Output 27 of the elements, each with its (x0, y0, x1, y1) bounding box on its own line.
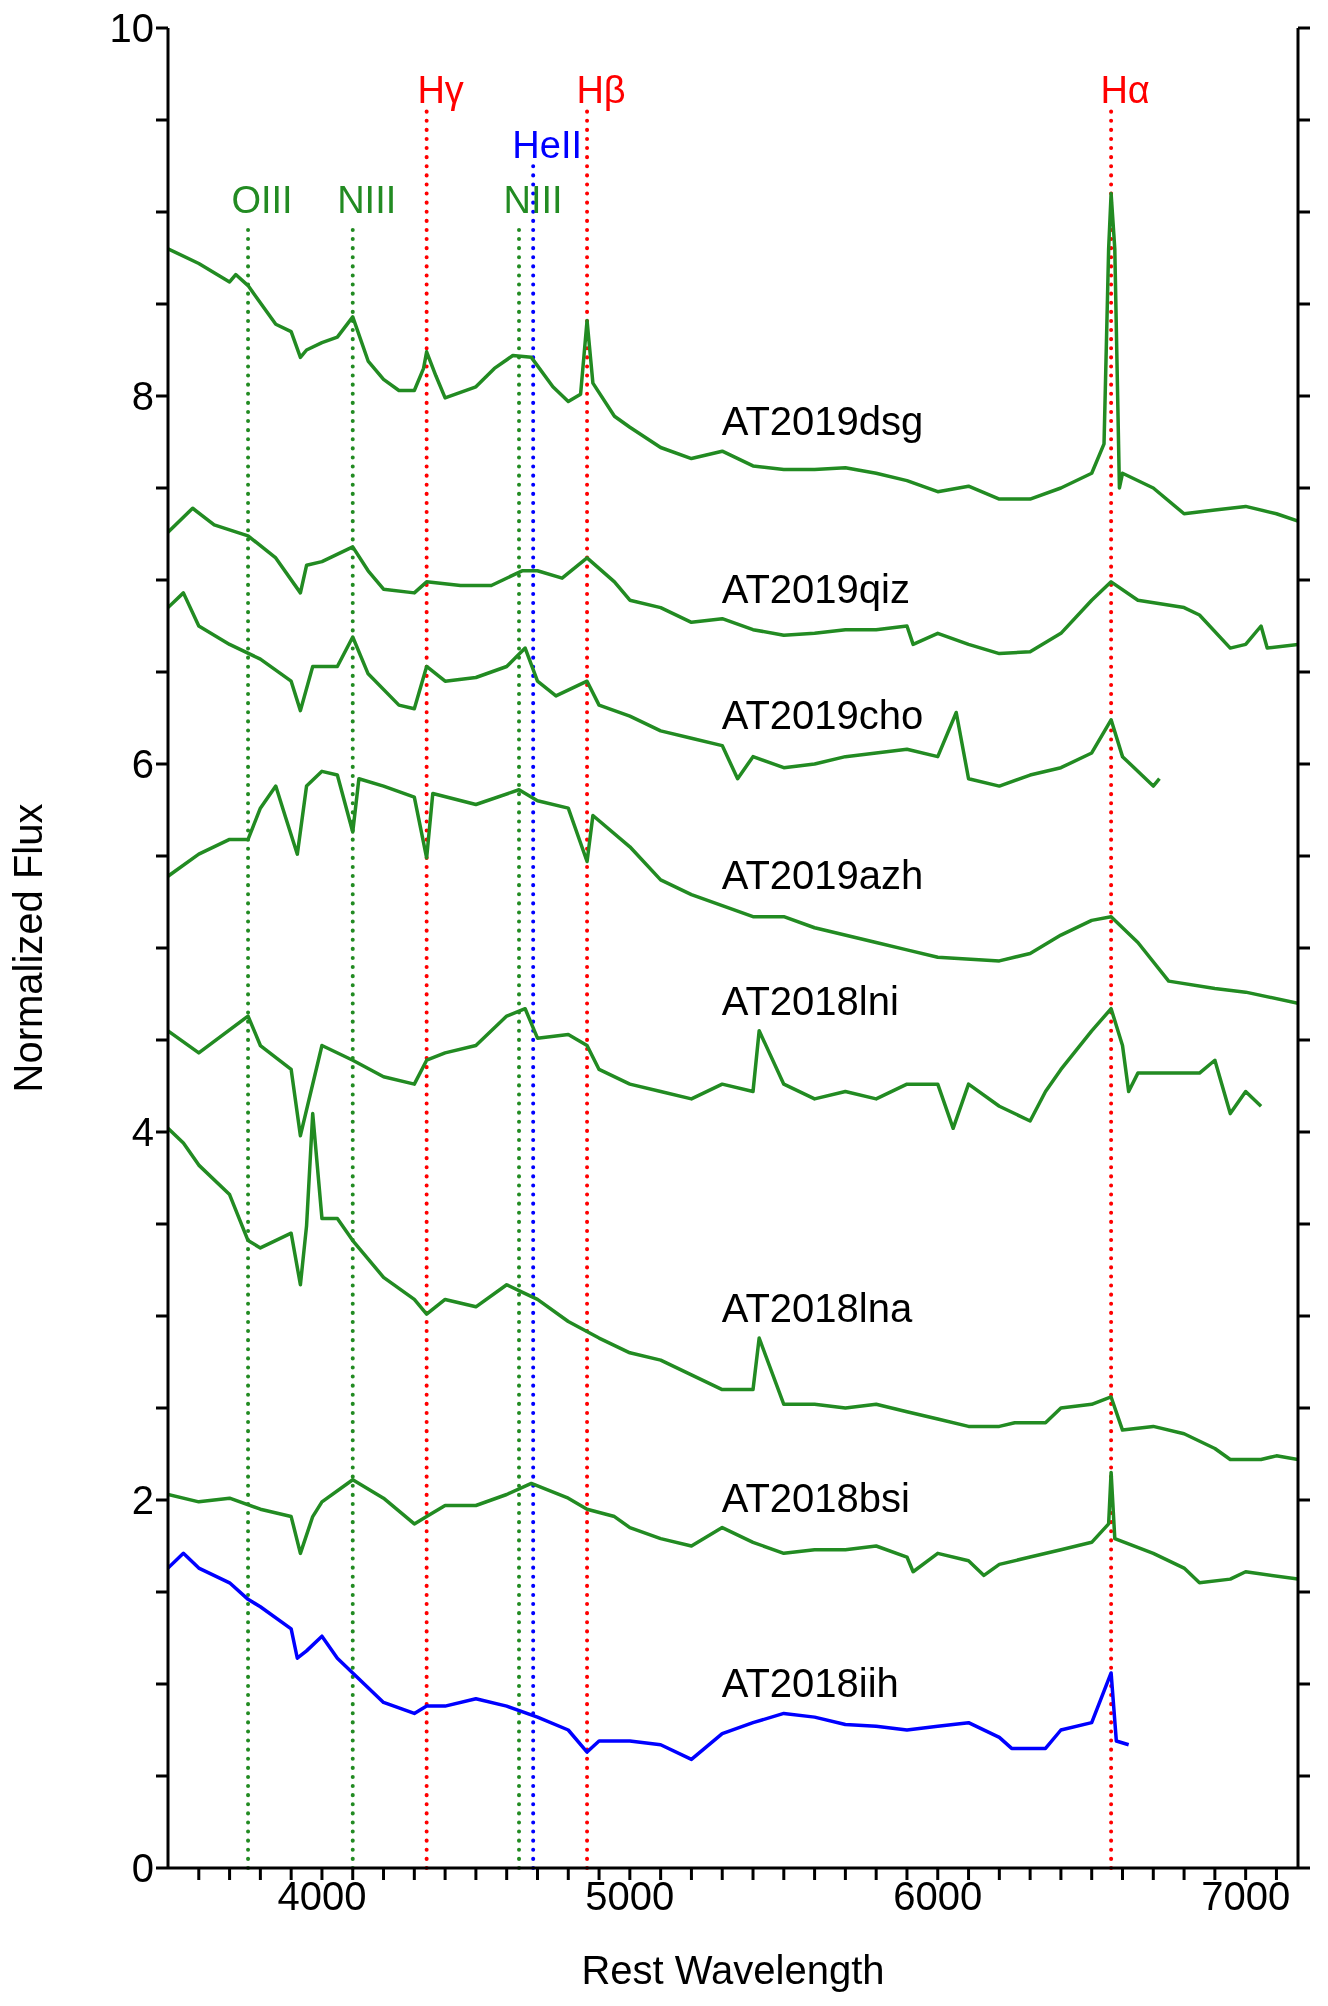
y-tick-label: 2 (131, 1478, 154, 1523)
ref-line-label: NIII (503, 179, 563, 222)
series-label: AT2018iih (721, 1661, 899, 1706)
series-label: AT2019dsg (721, 399, 924, 444)
ref-line-label: Hγ (417, 68, 464, 111)
y-tick-label: 0 (131, 1846, 154, 1891)
x-tick-label: 6000 (893, 1874, 983, 1919)
series-label: AT2019qiz (721, 566, 910, 611)
ref-line-label: OIII (231, 179, 293, 222)
x-tick-label: 7000 (1201, 1874, 1291, 1919)
ref-line-label: NIII (337, 179, 397, 222)
series-label: AT2018lna (721, 1286, 913, 1331)
ref-line-label: HeII (512, 124, 583, 166)
series-label: AT2019azh (721, 853, 924, 898)
x-tick-label: 5000 (585, 1874, 675, 1919)
ref-line-label: Hα (1100, 68, 1150, 111)
series-label: AT2018lni (721, 978, 899, 1023)
y-tick-label: 8 (131, 374, 154, 419)
x-tick-label: 4000 (277, 1874, 367, 1919)
y-tick-label: 6 (131, 742, 154, 787)
y-tick-label: 10 (109, 6, 154, 51)
series-label: AT2018bsi (721, 1475, 910, 1520)
ref-line-label: Hβ (576, 68, 626, 111)
series-label: AT2019cho (721, 693, 924, 738)
y-axis-title: Normalized Flux (6, 803, 51, 1093)
y-tick-label: 4 (131, 1110, 154, 1155)
x-axis-title: Rest Wavelength (581, 1948, 885, 1992)
